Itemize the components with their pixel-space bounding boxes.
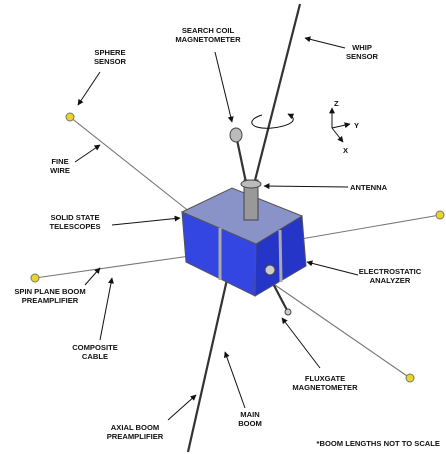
label-line: WHIP [352, 43, 372, 52]
label: ELECTROSTATIC ANALYZER [359, 267, 422, 285]
label: COMPOSITE CABLE [72, 343, 118, 361]
label: SOLID STATE TELESCOPES [49, 213, 100, 231]
label: FINE WIRE [50, 157, 70, 175]
label: MAIN BOOM [238, 410, 262, 428]
label: AXIAL BOOM PREAMPLIFIER [107, 423, 164, 441]
sphere [405, 373, 415, 383]
label-line: PREAMPLIFIER [22, 296, 79, 305]
label: SPHERE SENSOR [94, 48, 127, 66]
leader [281, 317, 321, 369]
label-line: WIRE [50, 166, 70, 175]
label: SPIN PLANE BOOM PREAMPLIFIER [14, 287, 85, 305]
sphere [65, 112, 75, 122]
leader [77, 71, 101, 106]
label-line: SPHERE [94, 48, 125, 57]
label: WHIP SENSOR [346, 43, 379, 61]
label-line: ANTENNA [350, 183, 388, 192]
spin-boom [274, 284, 411, 379]
label-line: CABLE [82, 352, 108, 361]
spin-arrow [251, 113, 295, 129]
label: SEARCH COIL MAGNETOMETER [175, 26, 241, 44]
sphere [30, 273, 40, 283]
leader [214, 51, 234, 123]
sphere [435, 210, 445, 220]
spacecraft [180, 127, 307, 316]
leader [263, 183, 349, 190]
fluxgate [284, 308, 292, 316]
search-coil [229, 127, 243, 143]
label-line: SENSOR [94, 57, 127, 66]
leaders [74, 36, 359, 421]
axis-label: X [343, 146, 348, 155]
antenna [240, 179, 262, 189]
booms [34, 3, 441, 453]
axial-boom [186, 274, 230, 453]
leader [74, 144, 101, 163]
spin-boom [34, 255, 191, 279]
label-line: PREAMPLIFIER [107, 432, 164, 441]
label-line: FLUXGATE [305, 374, 345, 383]
leader [304, 36, 346, 49]
label-line: AXIAL BOOM [111, 423, 159, 432]
label-line: SEARCH COIL [182, 26, 235, 35]
label-line: SOLID STATE [50, 213, 99, 222]
whip-boom [248, 3, 302, 201]
y-axis [331, 122, 351, 129]
label-line: MAIN [240, 410, 259, 419]
label-line: TELESCOPES [49, 222, 100, 231]
leader [111, 215, 181, 226]
leader [99, 277, 114, 341]
label-line: FINE [51, 157, 68, 166]
label-line: SPIN PLANE BOOM [14, 287, 85, 296]
x-axis [331, 127, 344, 143]
leader [306, 260, 359, 276]
label-line: MAGNETOMETER [175, 35, 241, 44]
label-line: *BOOM LENGTHS NOT TO SCALE [317, 439, 440, 448]
label-line: ELECTROSTATIC [359, 267, 422, 276]
axis-label: Z [334, 99, 339, 108]
label-line: SENSOR [346, 52, 379, 61]
label-line: MAGNETOMETER [292, 383, 358, 392]
frame [278, 229, 283, 283]
leader [167, 394, 197, 421]
leader [223, 351, 246, 409]
label: FLUXGATE MAGNETOMETER [292, 374, 358, 392]
label-line: COMPOSITE [72, 343, 118, 352]
label: ANTENNA [350, 183, 388, 192]
axis-label: Y [354, 121, 359, 130]
label-line: ANALYZER [370, 276, 411, 285]
spin-boom [294, 214, 441, 241]
esa [264, 264, 276, 276]
leader [84, 267, 101, 286]
label-line: BOOM [238, 419, 262, 428]
spin-boom [69, 116, 201, 221]
spheres [30, 112, 445, 383]
footnote: *BOOM LENGTHS NOT TO SCALE [317, 439, 440, 448]
